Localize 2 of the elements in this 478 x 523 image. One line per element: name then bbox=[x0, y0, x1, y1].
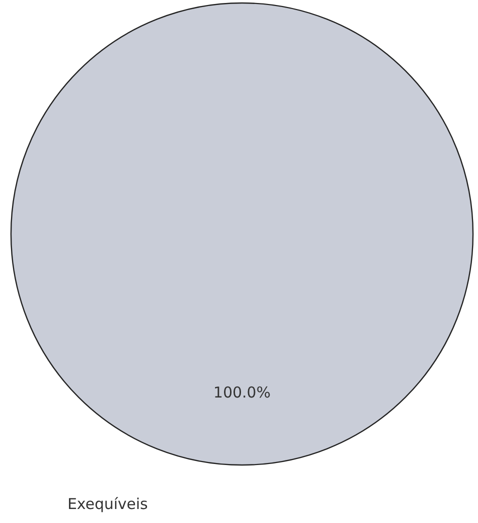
slice-label: Exequíveis bbox=[67, 495, 148, 514]
data-label: 100.0% bbox=[213, 383, 271, 402]
